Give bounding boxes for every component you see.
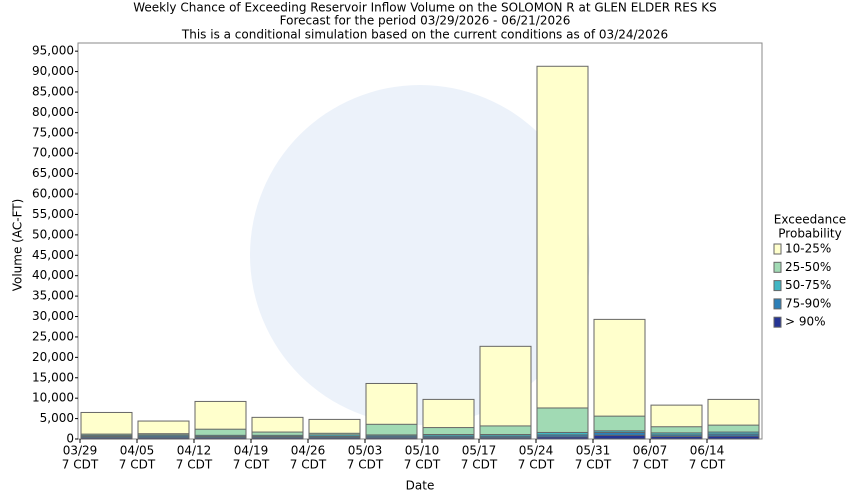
- bar: [422, 437, 475, 440]
- bar: [137, 437, 190, 440]
- y-tick-label: 40,000: [32, 268, 74, 282]
- x-tick-label: 05/24: [519, 444, 554, 458]
- legend-swatch: [773, 298, 782, 310]
- y-tick-label: 85,000: [32, 84, 74, 98]
- legend-swatch: [773, 316, 782, 328]
- legend-label: 50-75%: [785, 278, 831, 292]
- bar: [650, 436, 703, 440]
- bar: [479, 437, 532, 440]
- x-tick-label: 7 CDT: [518, 458, 555, 472]
- bar: [194, 437, 247, 440]
- x-tick-label: 7 CDT: [632, 458, 669, 472]
- legend-label: 25-50%: [785, 260, 831, 274]
- y-tick-label: 25,000: [32, 329, 74, 343]
- bar: [308, 437, 361, 440]
- bar: [479, 345, 532, 440]
- legend-label: > 90%: [785, 315, 826, 329]
- y-tick-label: 60,000: [32, 187, 74, 201]
- x-tick-label: 03/29: [63, 444, 98, 458]
- watermark: [250, 85, 590, 425]
- plot-frame: [77, 42, 763, 440]
- x-tick-label: 7 CDT: [233, 458, 270, 472]
- x-tick-label: 06/14: [690, 444, 725, 458]
- y-tick-label: 50,000: [32, 227, 74, 241]
- x-tick-label: 05/10: [405, 444, 440, 458]
- chart-title: Weekly Chance of Exceeding Reservoir Inf…: [133, 1, 717, 15]
- x-tick-label: 7 CDT: [461, 458, 498, 472]
- y-tick-label: 15,000: [32, 370, 74, 384]
- y-tick-label: 70,000: [32, 146, 74, 160]
- bar: [80, 437, 133, 440]
- y-tick-label: 35,000: [32, 289, 74, 303]
- legend-swatch: [773, 261, 782, 273]
- y-tick-label: 65,000: [32, 166, 74, 180]
- legend-label: 10-25%: [785, 242, 831, 256]
- bar: [365, 437, 418, 440]
- x-tick-label: 04/19: [234, 444, 269, 458]
- x-tick-label: 7 CDT: [575, 458, 612, 472]
- legend-title: Exceedance: [774, 213, 846, 227]
- y-tick-label: 45,000: [32, 248, 74, 262]
- x-tick-label: 7 CDT: [176, 458, 213, 472]
- x-tick-label: 7 CDT: [62, 458, 99, 472]
- y-tick-label: 95,000: [32, 44, 74, 58]
- y-tick-label: 90,000: [32, 64, 74, 78]
- x-tick-label: 04/12: [177, 444, 212, 458]
- legend-title: Probability: [778, 227, 841, 241]
- x-axis-label: Date: [406, 479, 435, 493]
- x-tick-label: 7 CDT: [404, 458, 441, 472]
- bar: [707, 435, 760, 440]
- bar: [536, 436, 589, 440]
- bar: [536, 65, 589, 440]
- y-tick-label: 55,000: [32, 207, 74, 221]
- x-tick-label: 06/07: [633, 444, 668, 458]
- x-tick-label: 05/31: [576, 444, 611, 458]
- y-tick-label: 10,000: [32, 391, 74, 405]
- x-tick-label: 7 CDT: [119, 458, 156, 472]
- x-tick-label: 04/05: [120, 444, 155, 458]
- legend-swatch: [773, 243, 782, 255]
- y-tick-label: 80,000: [32, 105, 74, 119]
- y-tick-label: 0: [66, 432, 74, 446]
- bar: [251, 437, 304, 440]
- y-tick-label: 30,000: [32, 309, 74, 323]
- y-axis-label: Volume (AC-FT): [11, 199, 25, 292]
- x-tick-label: 05/17: [462, 444, 497, 458]
- y-tick-label: 20,000: [32, 350, 74, 364]
- y-tick-label: 5,000: [40, 411, 74, 425]
- x-tick-label: 7 CDT: [347, 458, 384, 472]
- chart-subtitle: Forecast for the period 03/29/2026 - 06/…: [280, 14, 571, 28]
- x-tick-label: 05/03: [348, 444, 383, 458]
- legend-label: 75-90%: [785, 296, 831, 310]
- chart-subtitle: This is a conditional simulation based o…: [181, 28, 668, 42]
- legend-swatch: [773, 280, 782, 292]
- x-tick-label: 7 CDT: [689, 458, 726, 472]
- y-tick-label: 75,000: [32, 125, 74, 139]
- watermark-disc: [250, 85, 590, 425]
- x-tick-label: 04/26: [291, 444, 326, 458]
- bar: [593, 434, 646, 440]
- x-tick-label: 7 CDT: [290, 458, 327, 472]
